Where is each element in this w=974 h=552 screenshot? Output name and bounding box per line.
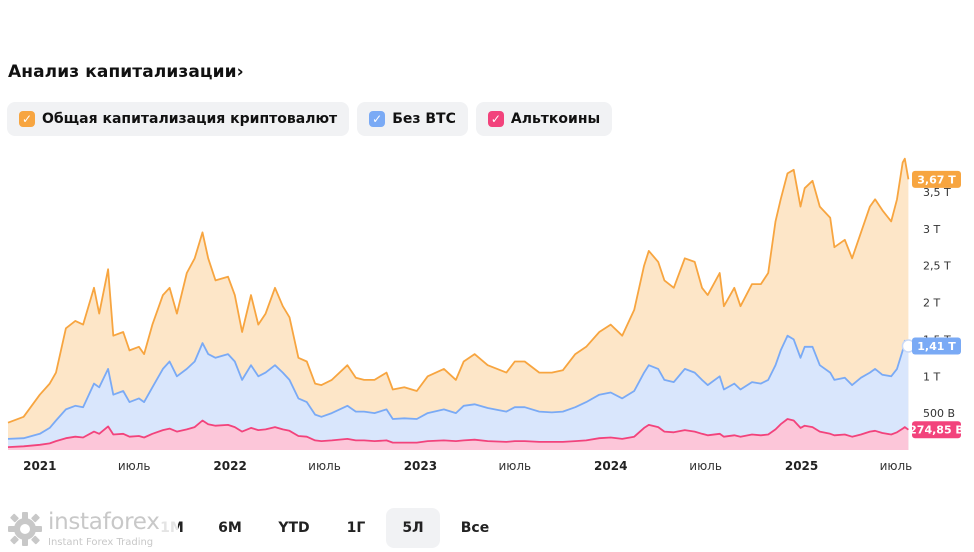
legend-toggle-altcoins[interactable]: ✓ Альткоины [475, 102, 613, 136]
legend-label-total: Общая капитализация криптовалют [42, 111, 338, 127]
x-axis: 2021 июль 2022 июль 2023 июль 2024 июль 2025 июль [23, 459, 912, 473]
check-icon: ✓ [487, 111, 504, 127]
legend-label-ex-btc: Без BTC [392, 111, 456, 127]
watermark: instaforex Instant Forex Trading [6, 507, 178, 551]
market-cap-chart[interactable]: 500 B1 T1,5 T2 T2,5 T3 T3,5 T 2021июль20… [0, 150, 974, 480]
last-value-badges: 3,67 T 1,41 T 274,85 B [901, 170, 964, 439]
x-tick-label: 2024 [594, 459, 627, 473]
x-tick-label: июль [880, 459, 913, 473]
y-tick-label: 3,5 T [923, 186, 951, 199]
last-value-label-total: 3,67 T [917, 173, 956, 186]
legend-label-altcoins: Альткоины [510, 111, 601, 127]
gear-logo-icon [8, 512, 42, 546]
x-tick-label: июль [498, 459, 531, 473]
x-tick-label: 2021 [23, 459, 56, 473]
last-value-badge-altcoins [912, 421, 961, 439]
range-1y-button[interactable]: 1Г [346, 520, 366, 536]
check-icon: ✓ [19, 111, 35, 127]
x-tick-label: июль [689, 459, 722, 473]
last-value-badge-ex-btc [912, 337, 961, 355]
range-6m-button[interactable]: 6M [218, 520, 242, 536]
range-all-button[interactable]: Все [460, 520, 490, 536]
chevron-right-icon: › [236, 62, 244, 82]
last-value-badge-total [912, 170, 961, 188]
y-tick-label: 2 T [923, 297, 940, 310]
check-icon: ✓ [369, 111, 386, 127]
series-line-altcoins[interactable] [7, 418, 909, 448]
y-tick-label: 1 T [923, 370, 940, 383]
x-tick-label: 2023 [404, 459, 437, 473]
x-tick-label: 2022 [213, 459, 246, 473]
x-tick-label: июль [118, 459, 151, 473]
last-value-label-ex-btc: 1,41 T [917, 340, 956, 353]
x-tick-label: 2025 [785, 459, 818, 473]
y-tick-label: 3 T [923, 223, 940, 236]
legend-toggle-total[interactable]: ✓ Общая капитализация криптовалют [7, 102, 350, 136]
watermark-subtitle: Instant Forex Trading [48, 536, 154, 548]
series-area-ex-btc [8, 335, 909, 450]
range-5y-button[interactable]: 5Л [386, 508, 440, 548]
series-areas [7, 157, 910, 450]
title-text: Анализ капитализации [8, 62, 237, 82]
series-line-ex-btc[interactable] [7, 334, 910, 440]
x-tick-label: июль [308, 459, 341, 473]
last-value-label-altcoins: 274,85 B [909, 424, 964, 437]
legend-toggle-ex-btc[interactable]: ✓ Без BTC [357, 102, 468, 136]
y-axis: 500 B1 T1,5 T2 T2,5 T3 T3,5 T [923, 186, 955, 420]
series-line-total[interactable] [7, 157, 910, 424]
y-tick-label: 2,5 T [923, 260, 951, 273]
y-tick-label: 500 B [923, 407, 955, 420]
legend: ✓ Общая капитализация криптовалют ✓ Без … [7, 102, 613, 136]
page-title[interactable]: Анализ капитализации› [8, 62, 244, 82]
range-ytd-button[interactable]: YTD [278, 520, 310, 536]
watermark-brand: instaforex [48, 508, 160, 535]
